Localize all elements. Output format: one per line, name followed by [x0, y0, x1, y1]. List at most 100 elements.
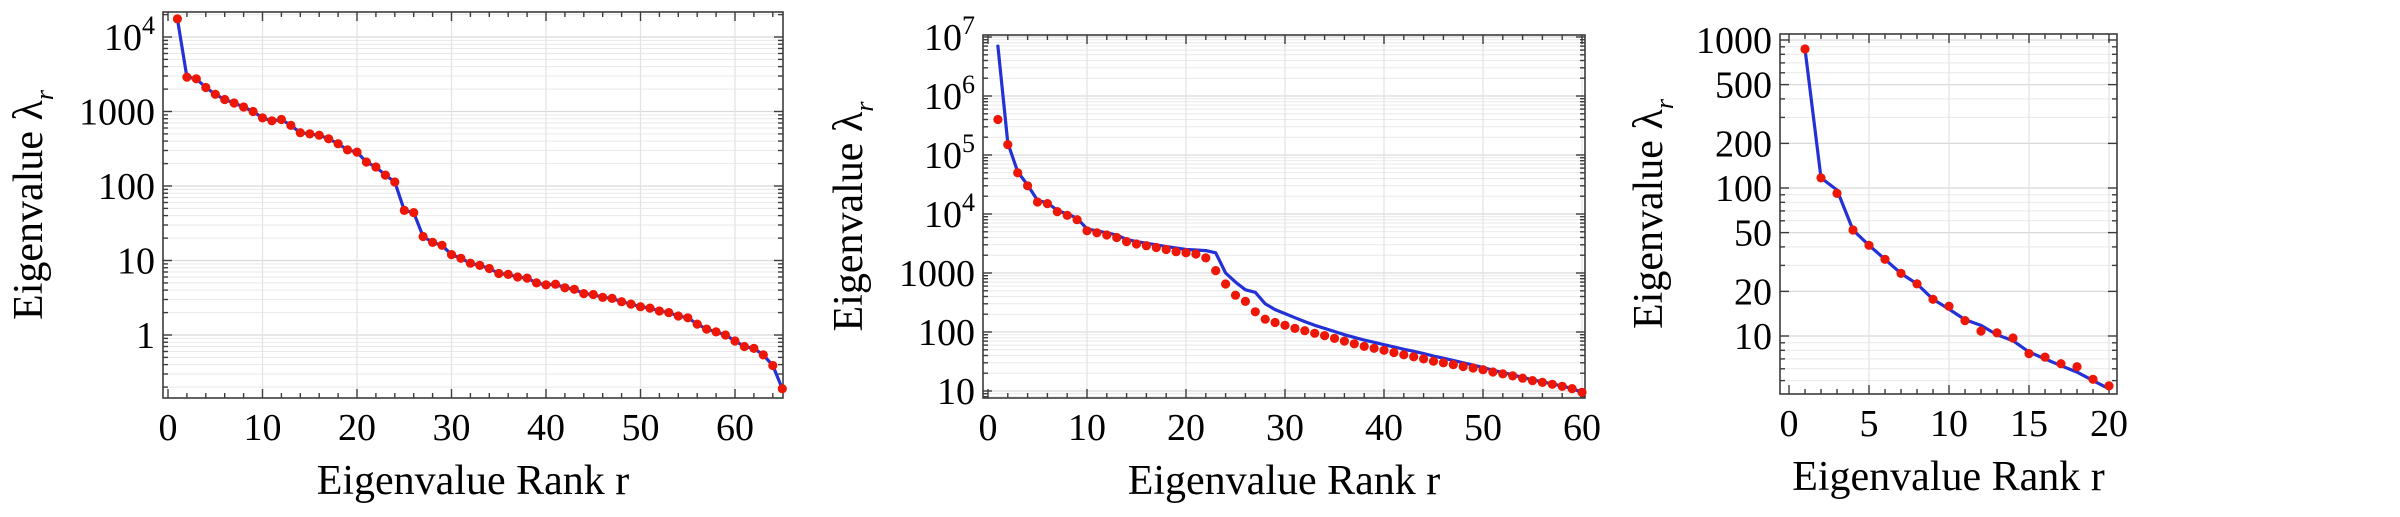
data-point	[711, 327, 721, 337]
x-tick-label: 0	[979, 407, 998, 449]
data-point	[1181, 248, 1191, 258]
data-point	[1221, 279, 1231, 289]
data-point	[1389, 347, 1399, 358]
data-point	[276, 114, 286, 125]
data-points	[993, 114, 1587, 397]
data-point	[352, 147, 362, 157]
data-point	[1270, 317, 1280, 328]
data-point	[1369, 343, 1379, 353]
data-point	[484, 263, 494, 274]
data-point	[465, 258, 475, 268]
x-tick-label: 30	[1266, 407, 1304, 449]
y-tick-label: 100	[918, 312, 975, 354]
data-point	[768, 360, 778, 371]
data-point	[1537, 377, 1547, 387]
data-point	[428, 237, 438, 247]
data-point	[1310, 328, 1320, 338]
y-tick-label: 1000	[79, 92, 155, 134]
y-tick-label: 10	[937, 371, 975, 413]
data-point	[569, 284, 579, 294]
data-point	[1577, 387, 1587, 397]
data-point	[257, 113, 268, 123]
data-point	[1527, 376, 1538, 386]
x-tick-label: 5	[1860, 403, 1879, 445]
axis-ticks	[983, 35, 1585, 398]
data-point	[342, 145, 353, 155]
data-point	[739, 341, 750, 352]
data-point	[1151, 242, 1161, 253]
data-point	[1023, 181, 1033, 191]
data-point	[2072, 362, 2082, 372]
data-point	[267, 116, 277, 126]
data-point	[1409, 352, 1419, 362]
data-point	[418, 231, 428, 242]
data-point	[1428, 356, 1439, 366]
data-point	[1032, 197, 1043, 207]
x-axis-label: Eigenvalue Rank r	[317, 458, 630, 504]
y-tick-label: 200	[1715, 123, 1772, 165]
data-point	[1896, 268, 1906, 278]
x-tick-label: 40	[527, 407, 565, 449]
data-point	[437, 240, 447, 250]
data-point	[305, 129, 315, 139]
y-tick-label: 10	[117, 241, 155, 283]
plot-frame	[162, 11, 784, 399]
data-point	[286, 120, 296, 130]
data-point	[229, 98, 239, 108]
data-point	[172, 14, 182, 24]
x-tick-label: 40	[1365, 407, 1403, 449]
data-point	[1112, 232, 1122, 243]
y-tick-label: 50	[1734, 213, 1772, 255]
data-point	[1498, 369, 1508, 379]
data-point	[617, 297, 627, 307]
data-point	[1508, 371, 1518, 381]
data-point	[446, 250, 457, 260]
data-point	[1141, 241, 1151, 251]
data-points	[1800, 44, 2114, 391]
x-tick-label: 60	[716, 407, 754, 449]
data-point	[1399, 350, 1409, 360]
x-axis-label: Eigenvalue Rank r	[1128, 458, 1441, 504]
data-point	[1052, 207, 1062, 217]
data-point	[1013, 168, 1023, 178]
data-point	[239, 102, 249, 112]
data-point	[1092, 228, 1102, 238]
data-point	[314, 130, 324, 140]
y-tick-label: 107	[924, 11, 975, 59]
data-point	[1976, 326, 1986, 336]
data-point	[182, 72, 192, 82]
data-point	[1557, 381, 1567, 391]
data-point	[1161, 244, 1171, 255]
data-point	[1960, 316, 1970, 326]
data-point	[220, 94, 230, 105]
data-point	[1468, 363, 1478, 373]
y-tick-label: 100	[98, 166, 155, 208]
gridlines	[163, 12, 783, 398]
data-point	[1912, 279, 1922, 289]
data-point	[777, 384, 787, 394]
x-tick-labels: 0 5 10 15 20	[1780, 403, 2129, 445]
y-tick-label: 1000	[1696, 20, 1772, 62]
data-point	[673, 311, 683, 321]
data-point	[1458, 361, 1468, 372]
data-point	[1260, 314, 1270, 324]
y-tick-label: 20	[1734, 271, 1772, 313]
y-axis-label: Eigenvalue λr	[1626, 98, 1679, 329]
data-point	[324, 134, 334, 144]
data-point	[531, 278, 542, 288]
data-point	[1848, 225, 1858, 235]
data-point	[1082, 226, 1092, 236]
y-tick-labels: 107 106 105 104 1000 100 10	[899, 11, 975, 413]
data-point	[579, 289, 589, 299]
data-point	[1800, 44, 1810, 54]
data-point	[210, 89, 220, 99]
x-axis-label: Eigenvalue Rank r	[1792, 454, 2105, 500]
data-point	[654, 306, 665, 316]
data-point	[1547, 379, 1557, 389]
x-tick-labels: 0 10 20 30 40 50 60	[159, 407, 755, 449]
data-point	[2104, 381, 2114, 391]
data-point	[541, 280, 551, 290]
